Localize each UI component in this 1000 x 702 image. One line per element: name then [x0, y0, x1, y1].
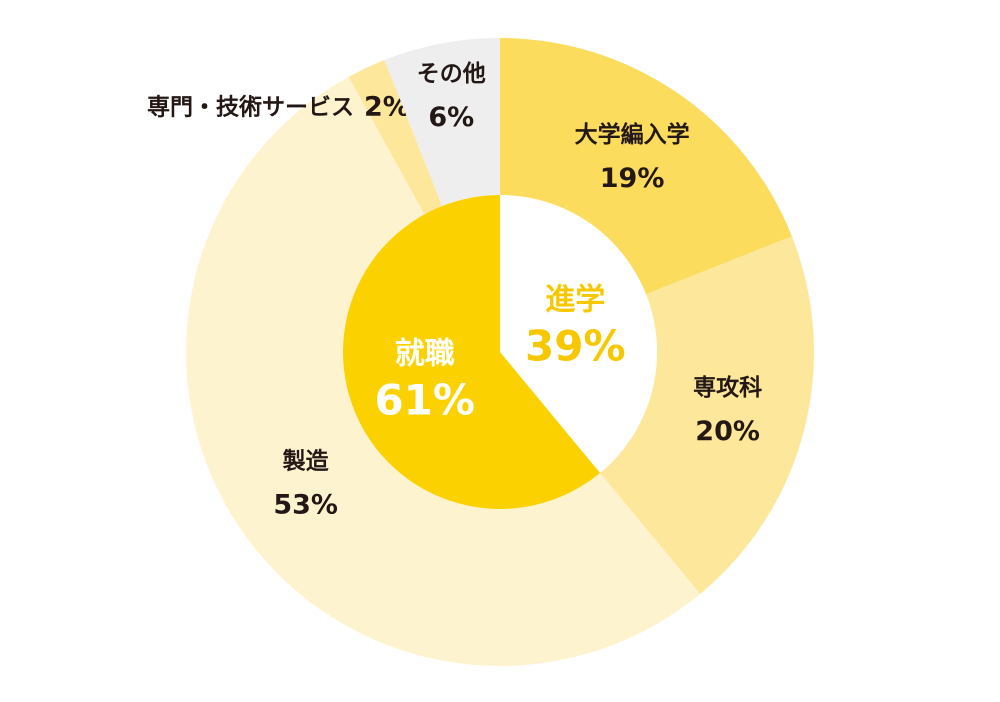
slice-label: 就職	[395, 337, 455, 372]
outer-slice	[384, 38, 500, 207]
slice-label: 製造	[282, 448, 330, 475]
inner-slice	[500, 195, 657, 473]
value-label: 6%	[428, 102, 474, 133]
value-label: 19%	[600, 163, 665, 194]
outer-slice	[500, 38, 792, 295]
slice-label: 進学	[545, 282, 605, 317]
outer-slice	[186, 76, 701, 666]
value-label: 53%	[273, 490, 338, 521]
slice-label: 大学編入学	[575, 121, 690, 148]
slice-label: 専門・技術サービス	[147, 94, 354, 121]
inner-slice	[343, 195, 601, 510]
value-label: 20%	[695, 416, 760, 447]
value-label: 61%	[374, 376, 475, 425]
slice-label: 専攻科	[693, 374, 762, 401]
outer-slice	[600, 236, 814, 594]
outer-slice	[348, 60, 443, 215]
value-label: 39%	[525, 321, 626, 370]
slice-label: その他	[417, 61, 486, 87]
